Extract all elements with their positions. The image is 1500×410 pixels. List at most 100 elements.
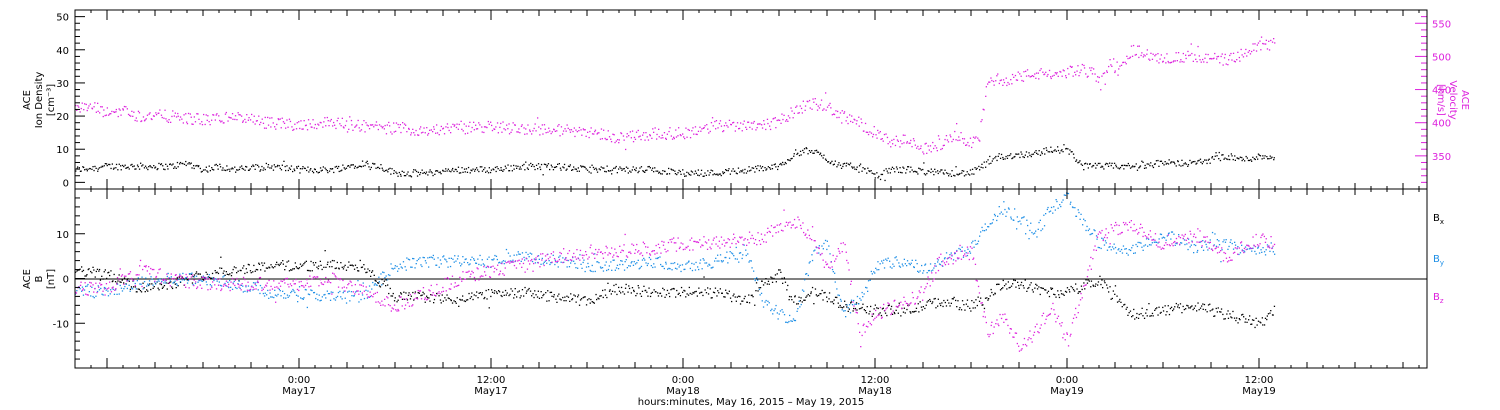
velocity-series-point — [1126, 55, 1128, 57]
velocity-series-point — [947, 141, 950, 143]
bx-series-point — [1270, 310, 1272, 312]
density-series-point — [602, 167, 604, 169]
density-series-point — [252, 164, 254, 166]
bz-series-point — [558, 258, 561, 261]
velocity-series-point — [333, 121, 335, 124]
density-series-point — [991, 160, 993, 162]
bz-series-point — [552, 251, 555, 253]
by-series-point — [982, 229, 984, 232]
density-series-point — [1181, 159, 1183, 161]
density-series-point — [634, 168, 636, 171]
density-series-point — [971, 173, 973, 175]
bx-series-point — [579, 299, 582, 301]
bx-series-point — [385, 285, 387, 287]
velocity-series-point — [158, 112, 160, 114]
velocity-series-point — [483, 126, 486, 128]
bx-series-point — [970, 310, 972, 312]
by-series-point — [455, 260, 457, 262]
velocity-series-point — [725, 122, 727, 124]
density-series-point — [447, 168, 449, 170]
velocity-series-point — [140, 120, 142, 123]
velocity-series-point — [920, 147, 922, 150]
bx-series-point — [120, 281, 122, 283]
bz-series-point — [228, 283, 230, 285]
bx-series-point — [128, 280, 130, 282]
bz-series-point — [321, 283, 323, 285]
velocity-series-point — [146, 114, 149, 116]
by-series-point — [1104, 240, 1107, 242]
bx-series-point — [984, 297, 987, 299]
velocity-series-point — [1142, 56, 1144, 58]
by-series-point — [1043, 225, 1046, 227]
density-series-point — [817, 151, 820, 153]
bz-series-point — [830, 261, 832, 263]
bz-series-point — [304, 284, 307, 287]
by-series-point — [481, 259, 483, 261]
by-series-point — [1070, 201, 1072, 203]
velocity-series-point — [656, 133, 658, 136]
velocity-series-point — [1090, 69, 1092, 72]
density-series-point — [896, 168, 898, 170]
bx-series-point — [74, 271, 77, 273]
velocity-series-point — [175, 116, 178, 118]
velocity-series-point — [265, 127, 267, 129]
bx-series-point — [850, 301, 852, 303]
density-series-point — [1021, 153, 1023, 155]
bz-series-point — [428, 289, 430, 291]
density-series-point — [422, 172, 424, 174]
velocity-series-point — [867, 131, 869, 133]
bz-series-point — [828, 266, 830, 268]
velocity-series-point — [104, 114, 106, 117]
by-series-point — [629, 265, 631, 267]
by-series-point — [676, 268, 678, 270]
density-series-point — [289, 168, 292, 170]
bz-series-point — [458, 284, 460, 286]
by-series-point — [575, 267, 577, 269]
bz-series-point — [128, 273, 131, 275]
velocity-series-point — [1154, 55, 1156, 57]
bz-series-point — [856, 312, 858, 314]
bx-series-point — [941, 302, 943, 304]
by-series-point — [453, 261, 455, 263]
velocity-series-point — [612, 133, 614, 135]
by-series-point — [969, 250, 971, 253]
by-series-point — [814, 249, 816, 251]
bx-series-point — [895, 309, 897, 311]
bx-series-point — [288, 270, 291, 272]
bx-series-point — [514, 294, 516, 296]
density-series-point — [756, 168, 758, 170]
density-series-point — [978, 165, 980, 168]
by-series-point — [98, 289, 101, 291]
by-series-point — [543, 261, 545, 263]
velocity-series-point — [930, 151, 932, 153]
bx-series-point — [746, 301, 748, 303]
bz-series-point — [767, 227, 769, 229]
by-series-point — [898, 262, 900, 264]
density-series-point — [767, 166, 769, 168]
by-series-point — [648, 256, 650, 259]
by-series-point — [256, 281, 258, 284]
bx-series-point — [998, 283, 1000, 285]
velocity-series-point — [1163, 57, 1166, 59]
by-series-point — [834, 281, 836, 283]
bz-series-point — [811, 239, 813, 241]
density-series-point — [858, 165, 861, 167]
bz-series-point — [759, 243, 762, 245]
velocity-series-point — [843, 111, 846, 113]
bx-series-point — [965, 303, 967, 305]
by-series-point — [76, 290, 78, 292]
by-series-point — [447, 266, 449, 268]
bx-series-point — [1054, 294, 1056, 296]
bx-series-point — [977, 296, 979, 298]
by-series-point — [198, 279, 200, 282]
by-series-point — [799, 306, 801, 308]
by-series-point — [894, 257, 896, 259]
by-series-point — [1231, 242, 1233, 245]
density-series-point — [788, 159, 790, 161]
by-series-point — [620, 260, 622, 262]
by-series-point — [926, 272, 928, 274]
bz-series-point — [286, 277, 288, 280]
bx-series-point — [133, 286, 135, 288]
by-series-point — [402, 261, 405, 263]
bx-series-point — [365, 271, 367, 274]
